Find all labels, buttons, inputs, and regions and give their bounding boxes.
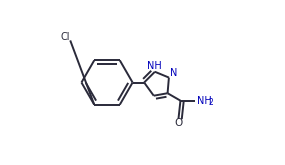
Text: NH: NH <box>147 61 162 71</box>
Text: Cl: Cl <box>60 32 70 42</box>
Text: N: N <box>170 68 178 78</box>
Text: 2: 2 <box>209 98 213 107</box>
Text: O: O <box>174 118 183 128</box>
Text: NH: NH <box>197 96 212 106</box>
